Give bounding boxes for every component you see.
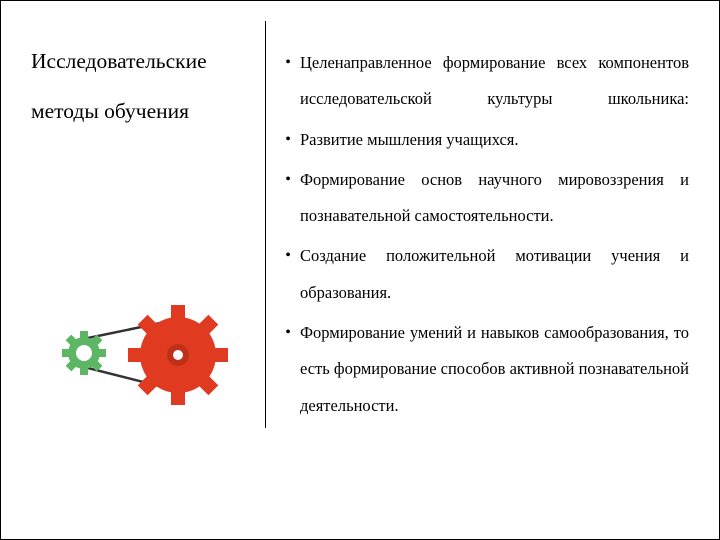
bullet-dot-icon: • [276, 45, 300, 118]
bullet-item: •Формирование умений и навыков самообраз… [276, 315, 689, 424]
bullet-dot-icon: • [276, 315, 300, 424]
bullet-text: Целенаправленное формирование всех компо… [300, 45, 689, 118]
slide-container: Исследовательские методы обучения •Целен… [0, 0, 720, 540]
heading-line-2: методы обучения [31, 95, 189, 127]
bullet-text: Создание положительной мотивации учения … [300, 238, 689, 311]
heading: Исследовательские методы обучения [31, 45, 259, 128]
bullet-item: •Создание положительной мотивации учения… [276, 238, 689, 311]
gears-icon [60, 300, 230, 410]
bullet-item: •Развитие мышления учащихся. [276, 122, 689, 158]
bullet-text: Развитие мышления учащихся. [300, 122, 689, 158]
heading-line-1: Исследовательские [31, 49, 207, 73]
bullet-list: •Целенаправленное формирование всех комп… [276, 45, 689, 424]
bullet-text: Формирование основ научного мировоззрени… [300, 162, 689, 235]
bullet-dot-icon: • [276, 162, 300, 235]
small-gear [62, 331, 106, 375]
bullet-dot-icon: • [276, 238, 300, 311]
bullet-item: •Формирование основ научного мировоззрен… [276, 162, 689, 235]
bullet-text: Формирование умений и навыков самообразо… [300, 315, 689, 424]
right-column: •Целенаправленное формирование всех комп… [266, 21, 689, 428]
bullet-item: •Целенаправленное формирование всех комп… [276, 45, 689, 118]
large-gear [128, 305, 228, 405]
bullet-dot-icon: • [276, 122, 300, 158]
